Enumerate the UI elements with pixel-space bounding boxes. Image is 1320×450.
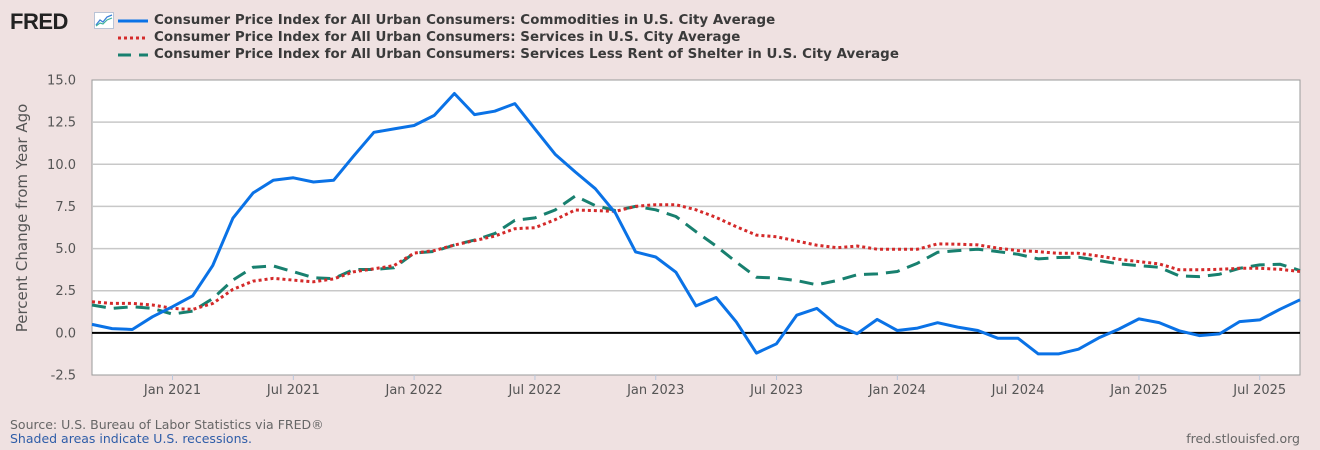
y-tick-label: 5.0 <box>55 242 76 257</box>
gridlines <box>92 121 1300 334</box>
series-line-services-less-rent[interactable] <box>91 194 1301 316</box>
y-tick-label: -2.5 <box>51 369 76 384</box>
x-tick-label: Jan 2022 <box>385 383 443 398</box>
legend-swatch-dashed <box>118 53 148 56</box>
x-tick-label: Jan 2023 <box>626 383 684 398</box>
x-tick-label: Jan 2021 <box>143 383 201 398</box>
legend-label: Consumer Price Index for All Urban Consu… <box>154 13 776 28</box>
y-axis-ticks: -2.5 0.0 2.5 5.0 7.5 10.0 12.5 15.0 <box>47 74 76 384</box>
chart-header: FRED Consumer Price Index for All Urban … <box>0 0 1320 66</box>
series-line-services[interactable] <box>91 203 1301 311</box>
y-tick-label: 15.0 <box>47 74 76 89</box>
x-tick-label: Jul 2023 <box>749 383 803 398</box>
y-tick-label: 7.5 <box>55 200 76 215</box>
legend-label: Consumer Price Index for All Urban Consu… <box>154 30 741 45</box>
x-tick-label: Jan 2025 <box>1109 383 1167 398</box>
fred-graph-icon[interactable] <box>94 12 114 29</box>
legend-label: Consumer Price Index for All Urban Consu… <box>154 47 899 62</box>
legend-swatch-dotted <box>118 36 148 39</box>
legend: Consumer Price Index for All Urban Consu… <box>118 12 899 63</box>
series-line-commodities[interactable] <box>91 92 1301 356</box>
fred-url-link[interactable]: fred.stlouisfed.org <box>1186 431 1300 446</box>
x-tick-label: Jul 2024 <box>991 383 1045 398</box>
y-tick-label: 12.5 <box>47 116 76 131</box>
line-chart[interactable]: -2.5 0.0 2.5 5.0 7.5 10.0 12.5 15.0 Jan 2021 Jul… <box>0 0 1320 410</box>
y-tick-label: 10.0 <box>47 158 76 173</box>
x-tick-label: Jul 2022 <box>507 383 561 398</box>
x-axis-ticks: Jan 2021 Jul 2021 Jan 2022 Jul 2022 Jan 2023… <box>143 375 1286 398</box>
legend-item-commodities[interactable]: Consumer Price Index for All Urban Consu… <box>118 12 899 29</box>
source-note: Source: U.S. Bureau of Labor Statistics … <box>10 417 324 432</box>
recessions-link[interactable]: Shaded areas indicate U.S. recessions. <box>10 431 252 446</box>
x-tick-label: Jul 2021 <box>266 383 320 398</box>
x-tick-label: Jan 2024 <box>868 383 926 398</box>
x-tick-label: Jul 2025 <box>1232 383 1286 398</box>
legend-item-services-less-rent[interactable]: Consumer Price Index for All Urban Consu… <box>118 46 899 63</box>
y-tick-label: 0.0 <box>55 326 76 341</box>
plot-area <box>91 79 1301 376</box>
fred-logo[interactable]: FRED <box>10 9 68 34</box>
series-lines <box>91 92 1301 356</box>
y-tick-label: 2.5 <box>55 284 76 299</box>
legend-swatch-solid <box>118 19 148 22</box>
legend-item-services[interactable]: Consumer Price Index for All Urban Consu… <box>118 29 899 46</box>
